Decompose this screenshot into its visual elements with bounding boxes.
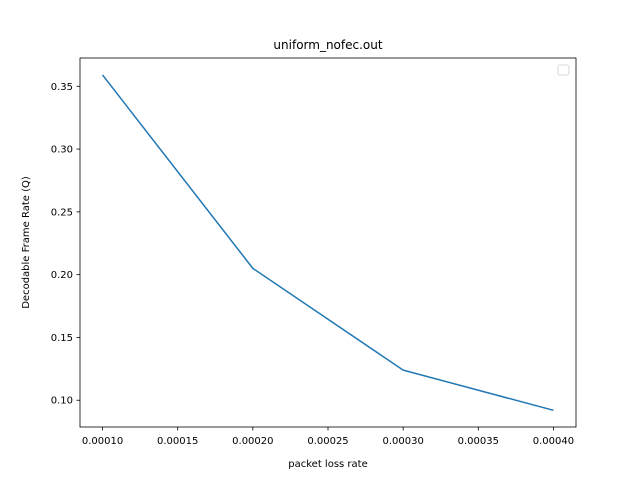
y-tick-label: 0.35 [51, 82, 73, 93]
x-tick-label: 0.00020 [232, 436, 273, 447]
y-axis-label: Decodable Frame Rate (Q) [21, 176, 32, 309]
x-axis-label: packet loss rate [288, 459, 367, 470]
y-tick-label: 0.25 [51, 207, 73, 218]
x-tick-label: 0.00040 [533, 436, 574, 447]
x-tick-label: 0.00015 [157, 436, 198, 447]
y-tick-label: 0.10 [51, 396, 73, 407]
x-tick-label: 0.00030 [382, 436, 423, 447]
x-tick-label: 0.00035 [458, 436, 499, 447]
x-tick-label: 0.00025 [307, 436, 348, 447]
y-axis: 0.10 0.15 0.20 0.25 0.30 0.35 [51, 82, 80, 407]
x-tick-label: 0.00010 [82, 436, 123, 447]
y-tick-label: 0.15 [51, 333, 73, 344]
chart-title: uniform_nofec.out [273, 38, 382, 52]
x-axis: 0.00010 0.00015 0.00020 0.00025 0.00030 0.000… [82, 427, 574, 447]
plot-frame [79, 57, 577, 428]
y-tick-label: 0.20 [51, 270, 73, 281]
series-line [101, 74, 554, 412]
legend-box [557, 64, 570, 76]
y-tick-label: 0.30 [51, 145, 73, 156]
plot-area [101, 74, 554, 412]
